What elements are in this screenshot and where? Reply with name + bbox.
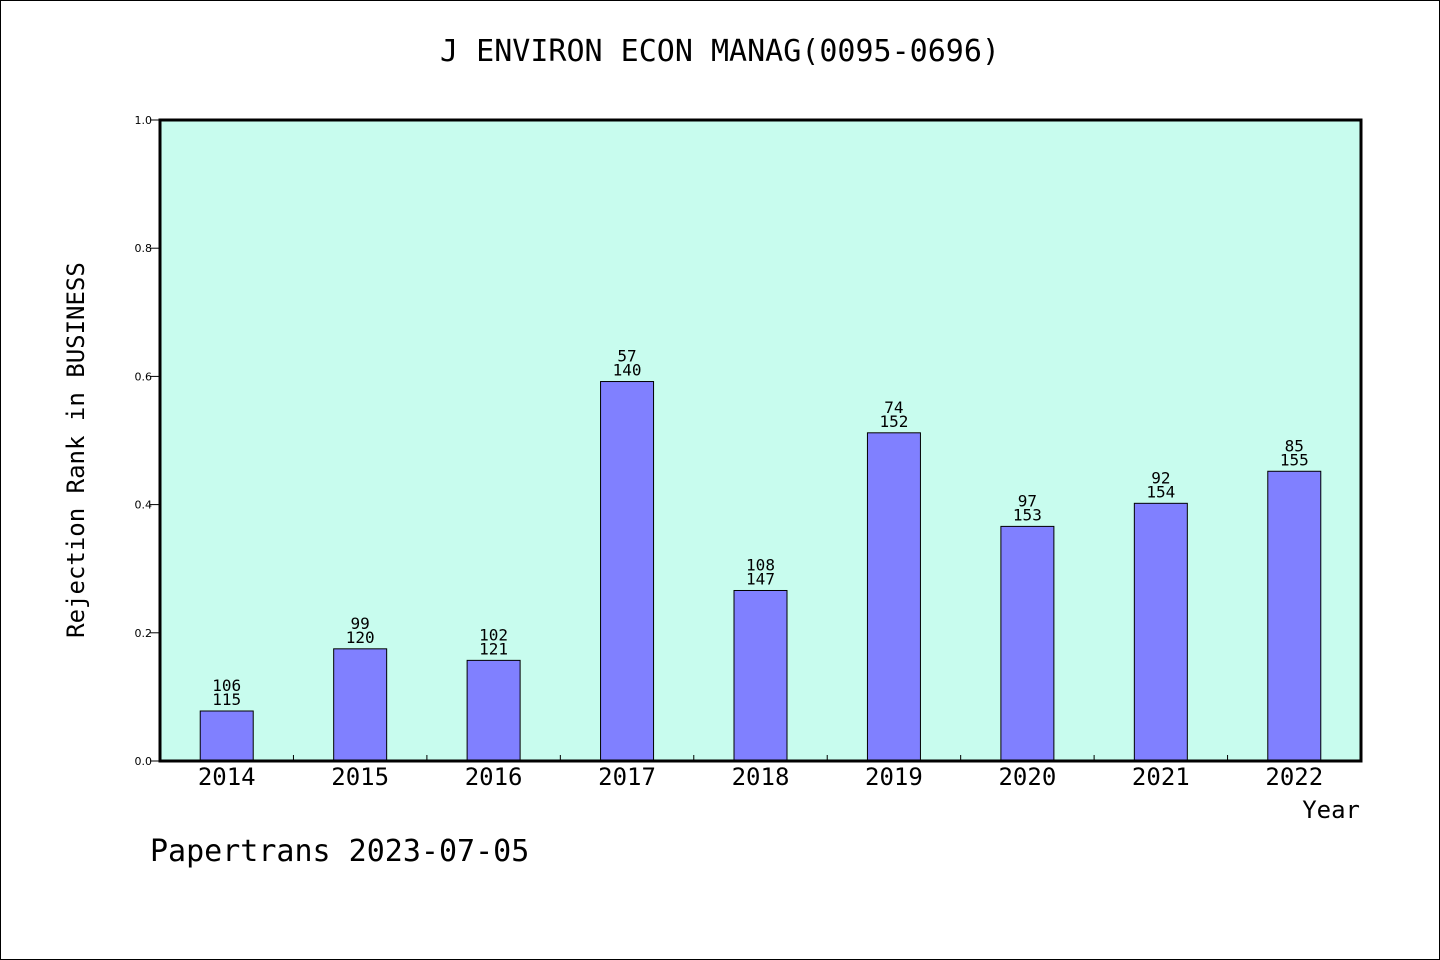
bar: [199, 710, 254, 762]
bar-rank-label: 97: [1018, 491, 1037, 510]
bar-rank-label: 85: [1285, 436, 1304, 455]
bar-total-label: 121: [479, 639, 508, 658]
x-tick-label: 2016: [465, 763, 523, 791]
y-tick-label: 1.0: [135, 114, 153, 127]
y-tick-label: 0.0: [135, 755, 153, 768]
x-tick-label: 2021: [1132, 763, 1190, 791]
bar-rank-label: 106: [212, 676, 241, 695]
x-tick-label: 2022: [1265, 763, 1323, 791]
bar: [866, 432, 921, 762]
bar-total-label: 152: [879, 412, 908, 431]
chart-title: J ENVIRON ECON MANAG(0095-0696): [440, 34, 1000, 69]
x-tick-label: 2015: [331, 763, 389, 791]
bar-rank-label: 99: [351, 614, 370, 633]
bar-rank-label: 108: [746, 555, 775, 574]
bar-total-label: 115: [212, 690, 241, 709]
bar-rank-label: 57: [617, 347, 636, 366]
x-tick-label: 2014: [198, 763, 256, 791]
bar: [1267, 470, 1322, 762]
y-tick-label: 0.2: [135, 627, 153, 640]
bar: [1000, 525, 1055, 762]
bar: [1133, 502, 1188, 762]
y-tick-label: 0.8: [135, 242, 153, 255]
bar-rank-label: 92: [1151, 468, 1170, 487]
bar-total-label: 154: [1146, 482, 1175, 501]
x-tick-label: 2019: [865, 763, 923, 791]
y-tick-label: 0.6: [135, 370, 153, 383]
footer-credit: Papertrans 2023-07-05: [150, 834, 530, 869]
bar: [600, 381, 655, 762]
bar-total-label: 153: [1013, 505, 1042, 524]
plot-border: [158, 118, 1363, 763]
bar-total-label: 155: [1280, 450, 1309, 469]
bar-rank-label: 102: [479, 625, 508, 644]
bar-total-label: 147: [746, 569, 775, 588]
y-tick-label: 0.4: [135, 499, 153, 512]
bar-total-label: 140: [613, 361, 642, 380]
x-axis-label: Year: [1302, 796, 1360, 824]
bar-rank-label: 74: [884, 398, 903, 417]
x-tick-label: 2018: [732, 763, 790, 791]
x-tick-label: 2020: [998, 763, 1056, 791]
x-tick-label: 2017: [598, 763, 656, 791]
bar: [733, 589, 788, 762]
bar: [466, 659, 521, 762]
bar: [333, 648, 388, 762]
bar-total-label: 120: [346, 628, 375, 647]
